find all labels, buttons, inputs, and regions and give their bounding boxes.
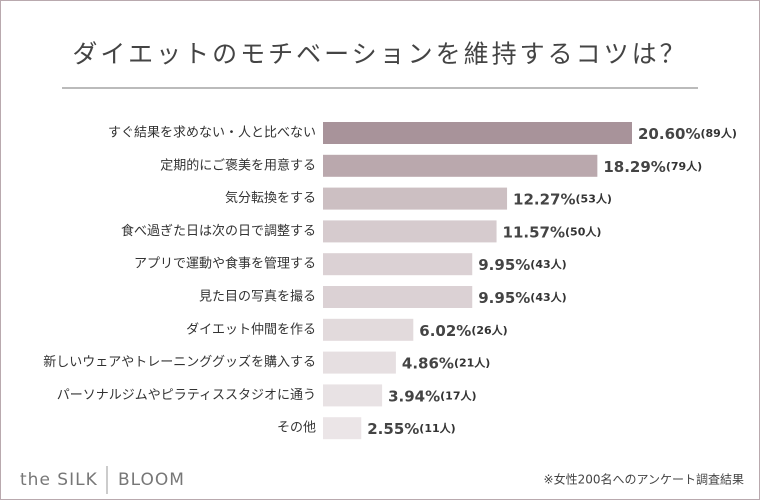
category-label: ダイエット仲間を作る [186,322,316,337]
value-percent: 9.95% [478,256,530,274]
value-count: (43人) [530,257,566,271]
value-label: 11.57%(50人) [503,223,602,241]
value-percent: 4.86% [402,354,454,372]
category-label: 新しいウェアやトレーニンググッズを購入する [43,354,316,370]
value-count: (79人) [666,159,702,173]
bar [323,122,632,144]
brand-right: BLOOM [118,470,185,490]
value-label: 2.55%(11人) [367,420,455,438]
value-count: (89人) [700,126,736,140]
value-percent: 12.27% [513,190,575,208]
value-count: (11人) [419,421,455,435]
category-label: その他 [277,421,316,436]
bar [323,253,473,276]
brand-left: the SILK [20,470,98,490]
value-label: 3.94%(17人) [388,387,476,405]
bar [323,286,473,308]
value-percent: 2.55% [367,420,419,438]
bar [323,154,598,177]
value-label: 6.02%(26人) [419,321,507,339]
value-percent: 9.95% [478,289,530,307]
category-label: 食べ過ぎた日は次の日で調整する [121,223,316,239]
value-count: (26人) [471,323,507,337]
value-percent: 18.29% [603,157,665,175]
value-count: (50人) [565,224,601,238]
value-label: 9.95%(43人) [478,289,566,307]
value-label: 12.27%(53人) [513,190,612,208]
category-label: アプリで運動や食事を管理する [134,256,316,272]
bar [323,220,497,243]
category-label: すぐ結果を求めない・人と比べない [108,126,316,141]
value-label: 4.86%(21人) [402,354,490,372]
bar [323,417,362,440]
value-count: (21人) [454,356,490,370]
value-count: (17人) [440,388,476,402]
value-count: (43人) [530,290,566,304]
value-percent: 3.94% [388,387,440,405]
bar [323,318,414,341]
footnote: ※女性200名へのアンケート調査結果 [544,472,744,487]
category-label: 気分転換をする [225,190,316,206]
category-label: 見た目の写真を撮る [199,289,316,305]
value-percent: 11.57% [503,223,565,241]
value-count: (53人) [576,192,612,206]
bar [323,351,396,374]
value-label: 20.60%(89人) [638,125,737,143]
bar [323,187,508,210]
value-percent: 6.02% [419,321,471,339]
value-percent: 20.60% [638,125,700,143]
category-label: 定期的にご褒美を用意する [160,157,316,173]
bar [323,384,383,407]
category-label: パーソナルジムやピラティススタジオに通う [57,388,316,403]
value-label: 9.95%(43人) [478,256,566,274]
value-label: 18.29%(79人) [603,157,702,175]
chart-title: ダイエットのモチベーションを維持するコツは？ [72,40,687,69]
